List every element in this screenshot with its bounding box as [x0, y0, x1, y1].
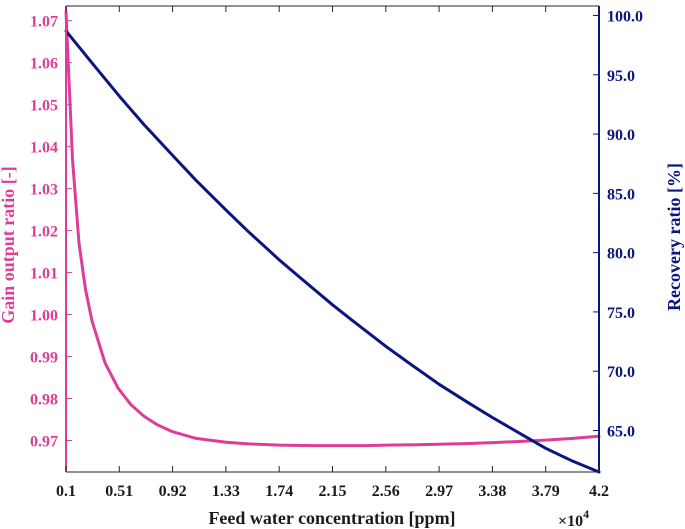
x-tick-label: 0.51: [105, 483, 133, 500]
left-y-tick-label: 0.99: [30, 350, 58, 367]
right-y-tick-label: 100.0: [607, 8, 643, 25]
ticks-layer: 0.1 0.51 0.92 1.33 1.74 2.15 2.56 2.97 3.38 3.79 4…: [30, 6, 643, 500]
right-y-tick-label: 70.0: [607, 364, 635, 381]
right-y-tick-label: 75.0: [607, 305, 635, 322]
series-layer: [64, 10, 601, 474]
axes-layer: [65, 5, 600, 473]
right-y-axis-label: Recovery ratio [%]: [664, 163, 684, 311]
x-axis-label: Feed water concentration [ppm]: [208, 508, 455, 528]
x-tick-label: 0.92: [159, 483, 187, 500]
left-y-tick-label: 1.02: [30, 224, 58, 241]
right-y-tick-label: 65.0: [607, 423, 635, 440]
x-tick-label: 3.38: [478, 483, 506, 500]
x-tick-label: 3.79: [532, 483, 560, 500]
left-y-tick-label: 1.06: [30, 56, 58, 73]
recovery-ratio-line: [64, 29, 601, 474]
left-y-tick-label: 0.97: [30, 434, 58, 451]
right-y-tick-label: 80.0: [607, 246, 635, 263]
left-y-tick-label: 0.98: [30, 392, 58, 409]
left-y-tick-label: 1.00: [30, 308, 58, 325]
left-y-tick-label: 1.03: [30, 182, 58, 199]
x-tick-label: 2.15: [319, 483, 347, 500]
gain-output-ratio-line: [64, 10, 601, 448]
right-y-tick-label: 85.0: [607, 186, 635, 203]
right-y-tick-label: 90.0: [607, 127, 635, 144]
x-tick-label: 2.56: [372, 483, 400, 500]
x-tick-label: 1.33: [212, 483, 240, 500]
x-tick-label: 0.1: [56, 483, 76, 500]
left-y-tick-label: 1.07: [30, 14, 58, 31]
left-y-tick-label: 1.05: [30, 98, 58, 115]
x-axis-exponent: ×104: [558, 507, 589, 529]
left-y-tick-label: 1.04: [30, 140, 58, 157]
x-tick-label: 2.97: [425, 483, 453, 500]
x-tick-label: 4.2: [589, 483, 609, 500]
left-y-tick-label: 1.01: [30, 266, 58, 283]
left-y-axis-label: Gain output ratio [-]: [0, 166, 18, 324]
right-y-tick-label: 95.0: [607, 68, 635, 85]
x-tick-label: 1.74: [265, 483, 293, 500]
